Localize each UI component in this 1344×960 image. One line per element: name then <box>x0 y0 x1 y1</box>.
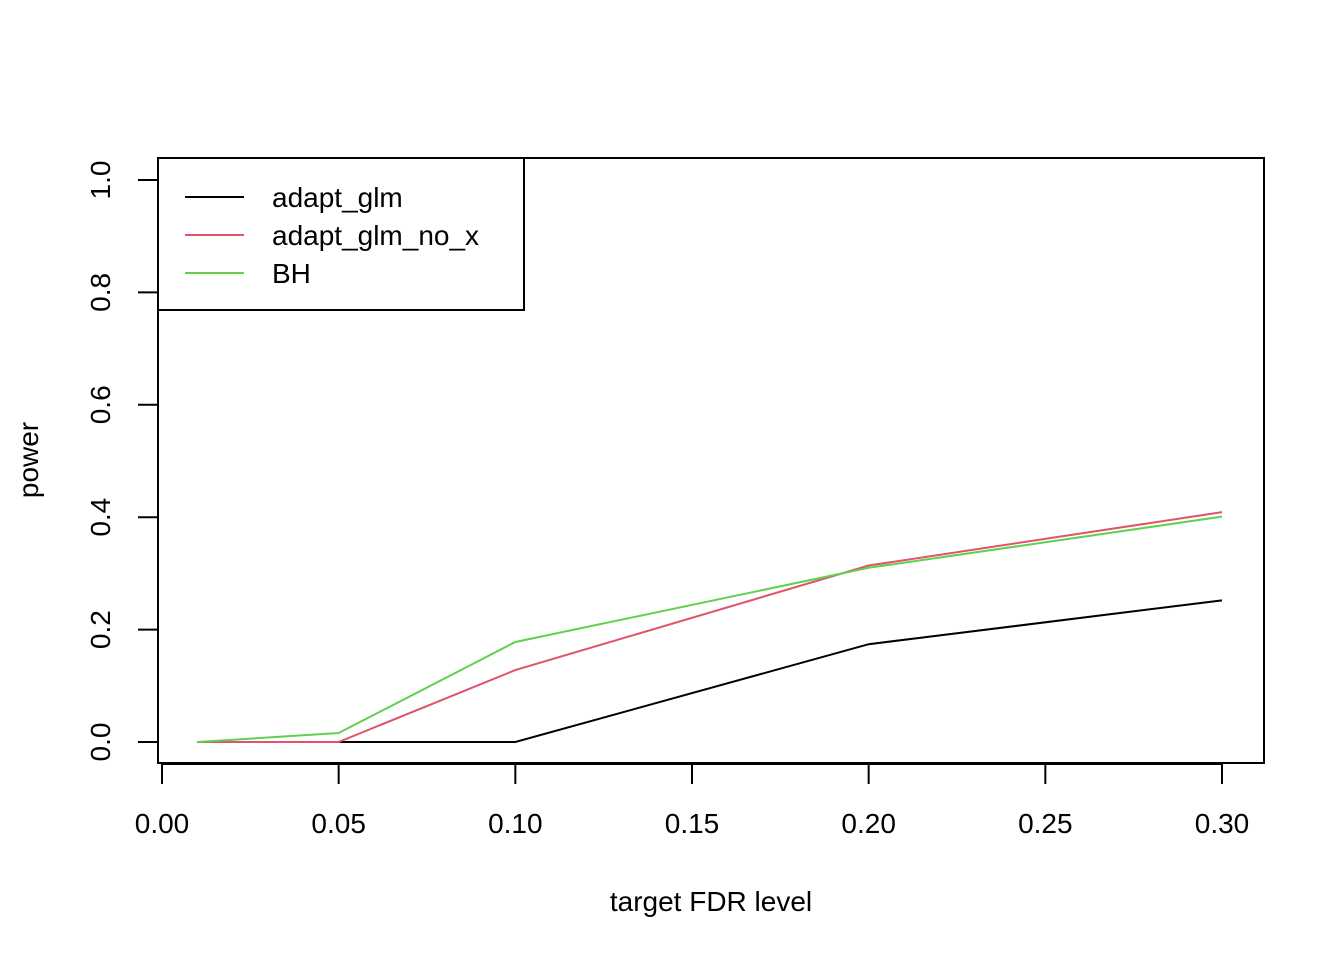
y-tick-label: 0.6 <box>85 385 116 424</box>
series-line-adapt-glm-no-x <box>197 511 1223 743</box>
y-tick-label: 0.4 <box>85 498 116 537</box>
x-tick-label: 0.30 <box>1195 808 1250 839</box>
legend-label: BH <box>272 258 311 289</box>
legend-label: adapt_glm_no_x <box>272 220 479 251</box>
legend: adapt_glm adapt_glm_no_x BH <box>157 157 525 311</box>
x-tick-label: 0.20 <box>841 808 896 839</box>
x-tick-label: 0.05 <box>311 808 366 839</box>
series-line-adapt-glm <box>197 599 1223 743</box>
y-tick-label: 0.8 <box>85 273 116 312</box>
series-line-bh <box>197 515 1223 743</box>
y-axis: 0.0 0.2 0.4 0.6 0.8 1.0 <box>85 161 159 762</box>
x-tick-label: 0.10 <box>488 808 543 839</box>
y-tick-label: 0.2 <box>85 610 116 649</box>
x-axis-title: target FDR level <box>610 886 812 917</box>
y-axis-title: power <box>13 422 44 498</box>
x-axis: 0.00 0.05 0.10 0.15 0.20 0.25 0.30 <box>135 763 1250 839</box>
x-tick-label: 0.25 <box>1018 808 1073 839</box>
legend-label: adapt_glm <box>272 182 403 213</box>
y-tick-label: 1.0 <box>85 161 116 200</box>
y-tick-label: 0.0 <box>85 723 116 762</box>
x-tick-label: 0.15 <box>665 808 720 839</box>
series-layer <box>197 511 1223 743</box>
x-tick-label: 0.00 <box>135 808 190 839</box>
